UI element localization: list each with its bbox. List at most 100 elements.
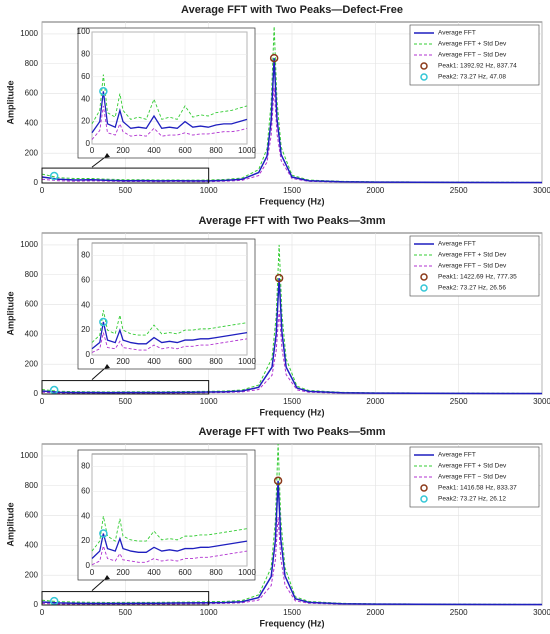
inset-y-tick-label: 80 — [81, 251, 90, 260]
y-axis-label: Amplitude — [5, 292, 15, 336]
inset-series-line — [91, 74, 248, 125]
inset-region — [41, 167, 210, 184]
x-tick-label: 2500 — [450, 397, 468, 406]
y-tick-label: 0 — [34, 600, 39, 609]
inset-peak-marker — [99, 317, 108, 327]
x-tick-label: 2000 — [366, 186, 384, 195]
zoom-arrow-head — [104, 575, 110, 580]
inset-series-line — [91, 321, 248, 350]
x-tick-label: 2500 — [450, 608, 468, 617]
inset-region — [41, 591, 210, 606]
legend-label: Average FFT − Std Dev — [438, 474, 507, 481]
legend-swatch — [420, 484, 428, 492]
zoom-arrow-head — [104, 153, 110, 158]
x-tick-label: 1000 — [200, 397, 218, 406]
legend-label: Average FFT − Std Dev — [438, 263, 507, 270]
y-tick-label: 1000 — [20, 240, 38, 249]
inset-y-tick-label: 20 — [81, 325, 90, 334]
y-tick-label: 1000 — [20, 29, 38, 38]
series-line — [41, 278, 543, 395]
inset-region — [41, 380, 210, 395]
inset-y-tick-label: 20 — [81, 536, 90, 545]
series-line — [41, 58, 543, 184]
y-tick-label: 600 — [25, 511, 39, 520]
x-tick-label: 1500 — [283, 397, 301, 406]
inset-series-line — [91, 544, 248, 566]
inset-peak-marker — [99, 87, 108, 96]
chart-title: Average FFT with Two Peaks—Defect-Free — [181, 4, 403, 16]
x-tick-label: 2000 — [366, 608, 384, 617]
legend-label: Average FFT + Std Dev — [438, 252, 507, 259]
chart-title: Average FFT with Two Peaks—3mm — [198, 215, 385, 227]
y-tick-label: 800 — [25, 481, 39, 490]
x-tick-label: 0 — [40, 397, 45, 406]
x-tick-label: 1000 — [200, 186, 218, 195]
legend-swatch — [420, 273, 428, 281]
inset-series-line — [91, 533, 248, 559]
inset-y-tick-label: 80 — [81, 462, 90, 471]
legend-label: Peak2: 73.27 Hz, 26.56 — [438, 285, 506, 292]
zoom-arrow — [91, 157, 105, 168]
x-tick-label: 1500 — [283, 608, 301, 617]
y-tick-label: 800 — [25, 59, 39, 68]
legend-label: Peak1: 1416.58 Hz, 833.37 — [438, 485, 517, 492]
legend-swatch — [420, 495, 428, 503]
legend-label: Peak1: 1422.69 Hz, 777.35 — [438, 274, 517, 281]
legend-label: Average FFT — [438, 30, 476, 37]
y-tick-label: 600 — [25, 300, 39, 309]
x-tick-label: 500 — [119, 397, 133, 406]
x-tick-label: 500 — [119, 186, 133, 195]
inset-series-line — [91, 105, 248, 140]
zoom-arrow-head — [104, 364, 110, 369]
x-tick-label: 0 — [40, 186, 45, 195]
legend-label: Average FFT — [438, 241, 476, 248]
inset-y-tick-label: 60 — [81, 72, 90, 81]
legend-label: Average FFT + Std Dev — [438, 463, 507, 470]
series-line — [41, 517, 543, 606]
legend-label: Peak2: 73.27 Hz, 47.08 — [438, 74, 506, 81]
x-axis-label: Frequency (Hz) — [259, 407, 324, 417]
x-tick-label: 2000 — [366, 397, 384, 406]
y-tick-label: 200 — [25, 359, 39, 368]
inset-series-line — [91, 516, 248, 552]
legend-label: Average FFT − Std Dev — [438, 52, 507, 59]
y-tick-label: 600 — [25, 89, 39, 98]
inset-x-tick-label: 0 — [90, 146, 95, 155]
inset-y-tick-label: 0 — [86, 561, 91, 570]
y-tick-label: 1000 — [20, 451, 38, 460]
inset-x-tick-label: 600 — [178, 146, 192, 155]
inset-y-tick-label: 40 — [81, 511, 90, 520]
zoom-arrow — [91, 368, 105, 380]
zoom-arrow — [91, 579, 105, 591]
inset-y-tick-label: 40 — [81, 300, 90, 309]
inset-series-line — [91, 310, 248, 343]
inset-peak-marker — [99, 529, 108, 538]
x-tick-label: 1000 — [200, 608, 218, 617]
peak-marker — [269, 53, 279, 63]
x-tick-label: 2500 — [450, 186, 468, 195]
x-tick-label: 500 — [119, 608, 133, 617]
inset-y-tick-label: 0 — [86, 350, 91, 359]
inset-y-tick-label: 60 — [81, 275, 90, 284]
legend-swatch — [420, 284, 428, 292]
inset-series-line — [91, 332, 248, 353]
x-tick-label: 3000 — [533, 397, 550, 406]
inset-x-tick-label: 800 — [209, 357, 223, 366]
y-tick-label: 800 — [25, 270, 39, 279]
legend-label: Peak1: 1392.92 Hz, 837.74 — [438, 63, 517, 70]
x-tick-label: 3000 — [533, 608, 550, 617]
legend-swatch — [420, 62, 428, 70]
x-tick-label: 0 — [40, 608, 45, 617]
chart-title: Average FFT with Two Peaks—5mm — [198, 426, 385, 438]
inset-y-tick-label: 60 — [81, 486, 90, 495]
inset-y-tick-label: 0 — [86, 139, 91, 148]
inset-x-tick-label: 1000 — [238, 146, 256, 155]
legend-swatch — [420, 73, 428, 81]
x-axis-label: Frequency (Hz) — [259, 618, 324, 628]
series-line — [41, 443, 543, 605]
inset-x-tick-label: 400 — [147, 146, 161, 155]
inset-y-tick-label: 100 — [77, 27, 91, 36]
inset-x-tick-label: 800 — [209, 146, 223, 155]
y-axis-label: Amplitude — [5, 81, 15, 125]
